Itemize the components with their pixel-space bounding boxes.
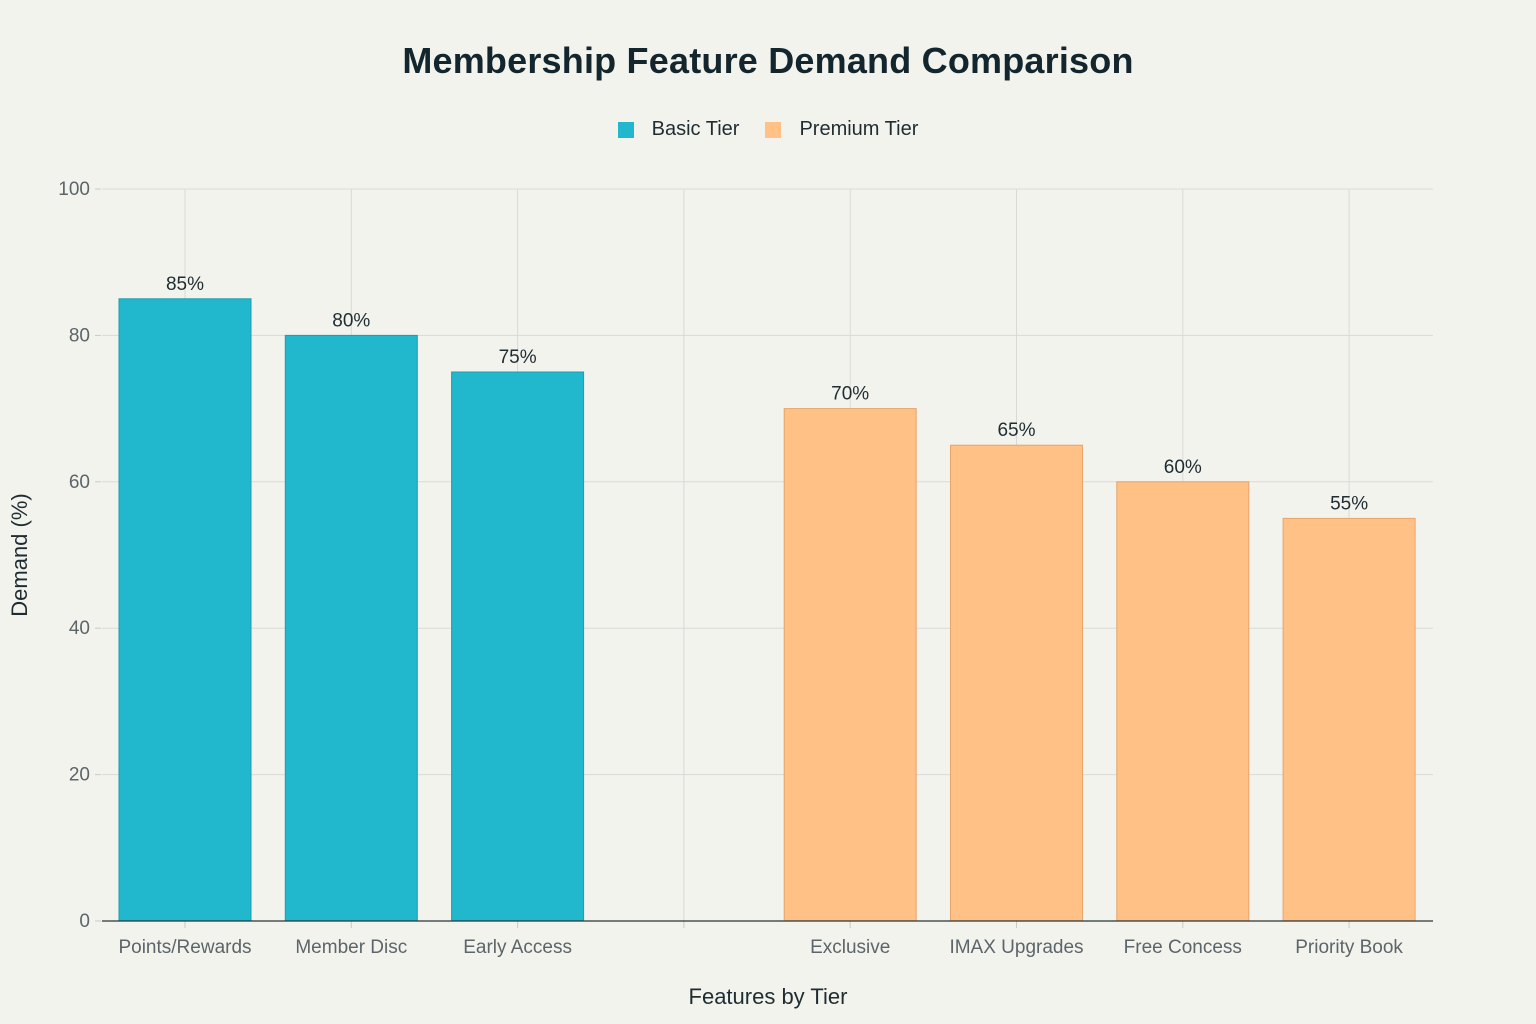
legend-swatch-basic [617,121,634,138]
bar-value-label: 65% [997,420,1035,441]
bar-premium [1282,517,1416,922]
bar-premium [1116,481,1250,922]
bar-value-label: 70% [831,384,869,405]
y-tick-label: 20 [69,765,90,786]
legend-swatch-premium [765,121,782,138]
y-tick-label: 40 [69,618,90,639]
x-tick-label: IMAX Upgrades [949,937,1083,958]
bar-value-label: 80% [332,310,370,331]
x-tick-label: Points/Rewards [118,937,251,958]
legend-label-basic: Basic Tier [651,118,740,140]
bar-value-label: 60% [1164,457,1202,478]
bar-basic [451,371,585,922]
legend: Basic Tier Premium Tier [0,118,1536,141]
x-tick-label: Priority Book [1295,937,1403,958]
x-tick-label: Free Concess [1124,937,1242,958]
bar-basic [284,334,418,922]
x-tick-label: Member Disc [295,937,407,958]
y-tick-label: 80 [69,325,90,346]
legend-item-premium[interactable]: Premium Tier [765,118,918,141]
chart-title: Membership Feature Demand Comparison [402,40,1134,81]
bar-value-label: 55% [1330,493,1368,514]
bar-value-label: 75% [499,347,537,368]
x-tick-label: Exclusive [810,937,890,958]
bar-value-label: 85% [166,274,204,295]
bar-basic [118,298,252,922]
legend-label-premium: Premium Tier [799,118,919,140]
x-axis-title: Features by Tier [688,984,848,1009]
legend-item-basic[interactable]: Basic Tier [617,118,740,141]
y-tick-label: 100 [58,179,90,200]
x-tick-label: Early Access [463,937,572,958]
y-tick-label: 60 [69,472,90,493]
y-tick-label: 0 [79,911,90,932]
bar-premium [950,444,1083,922]
bar-premium [783,408,917,922]
